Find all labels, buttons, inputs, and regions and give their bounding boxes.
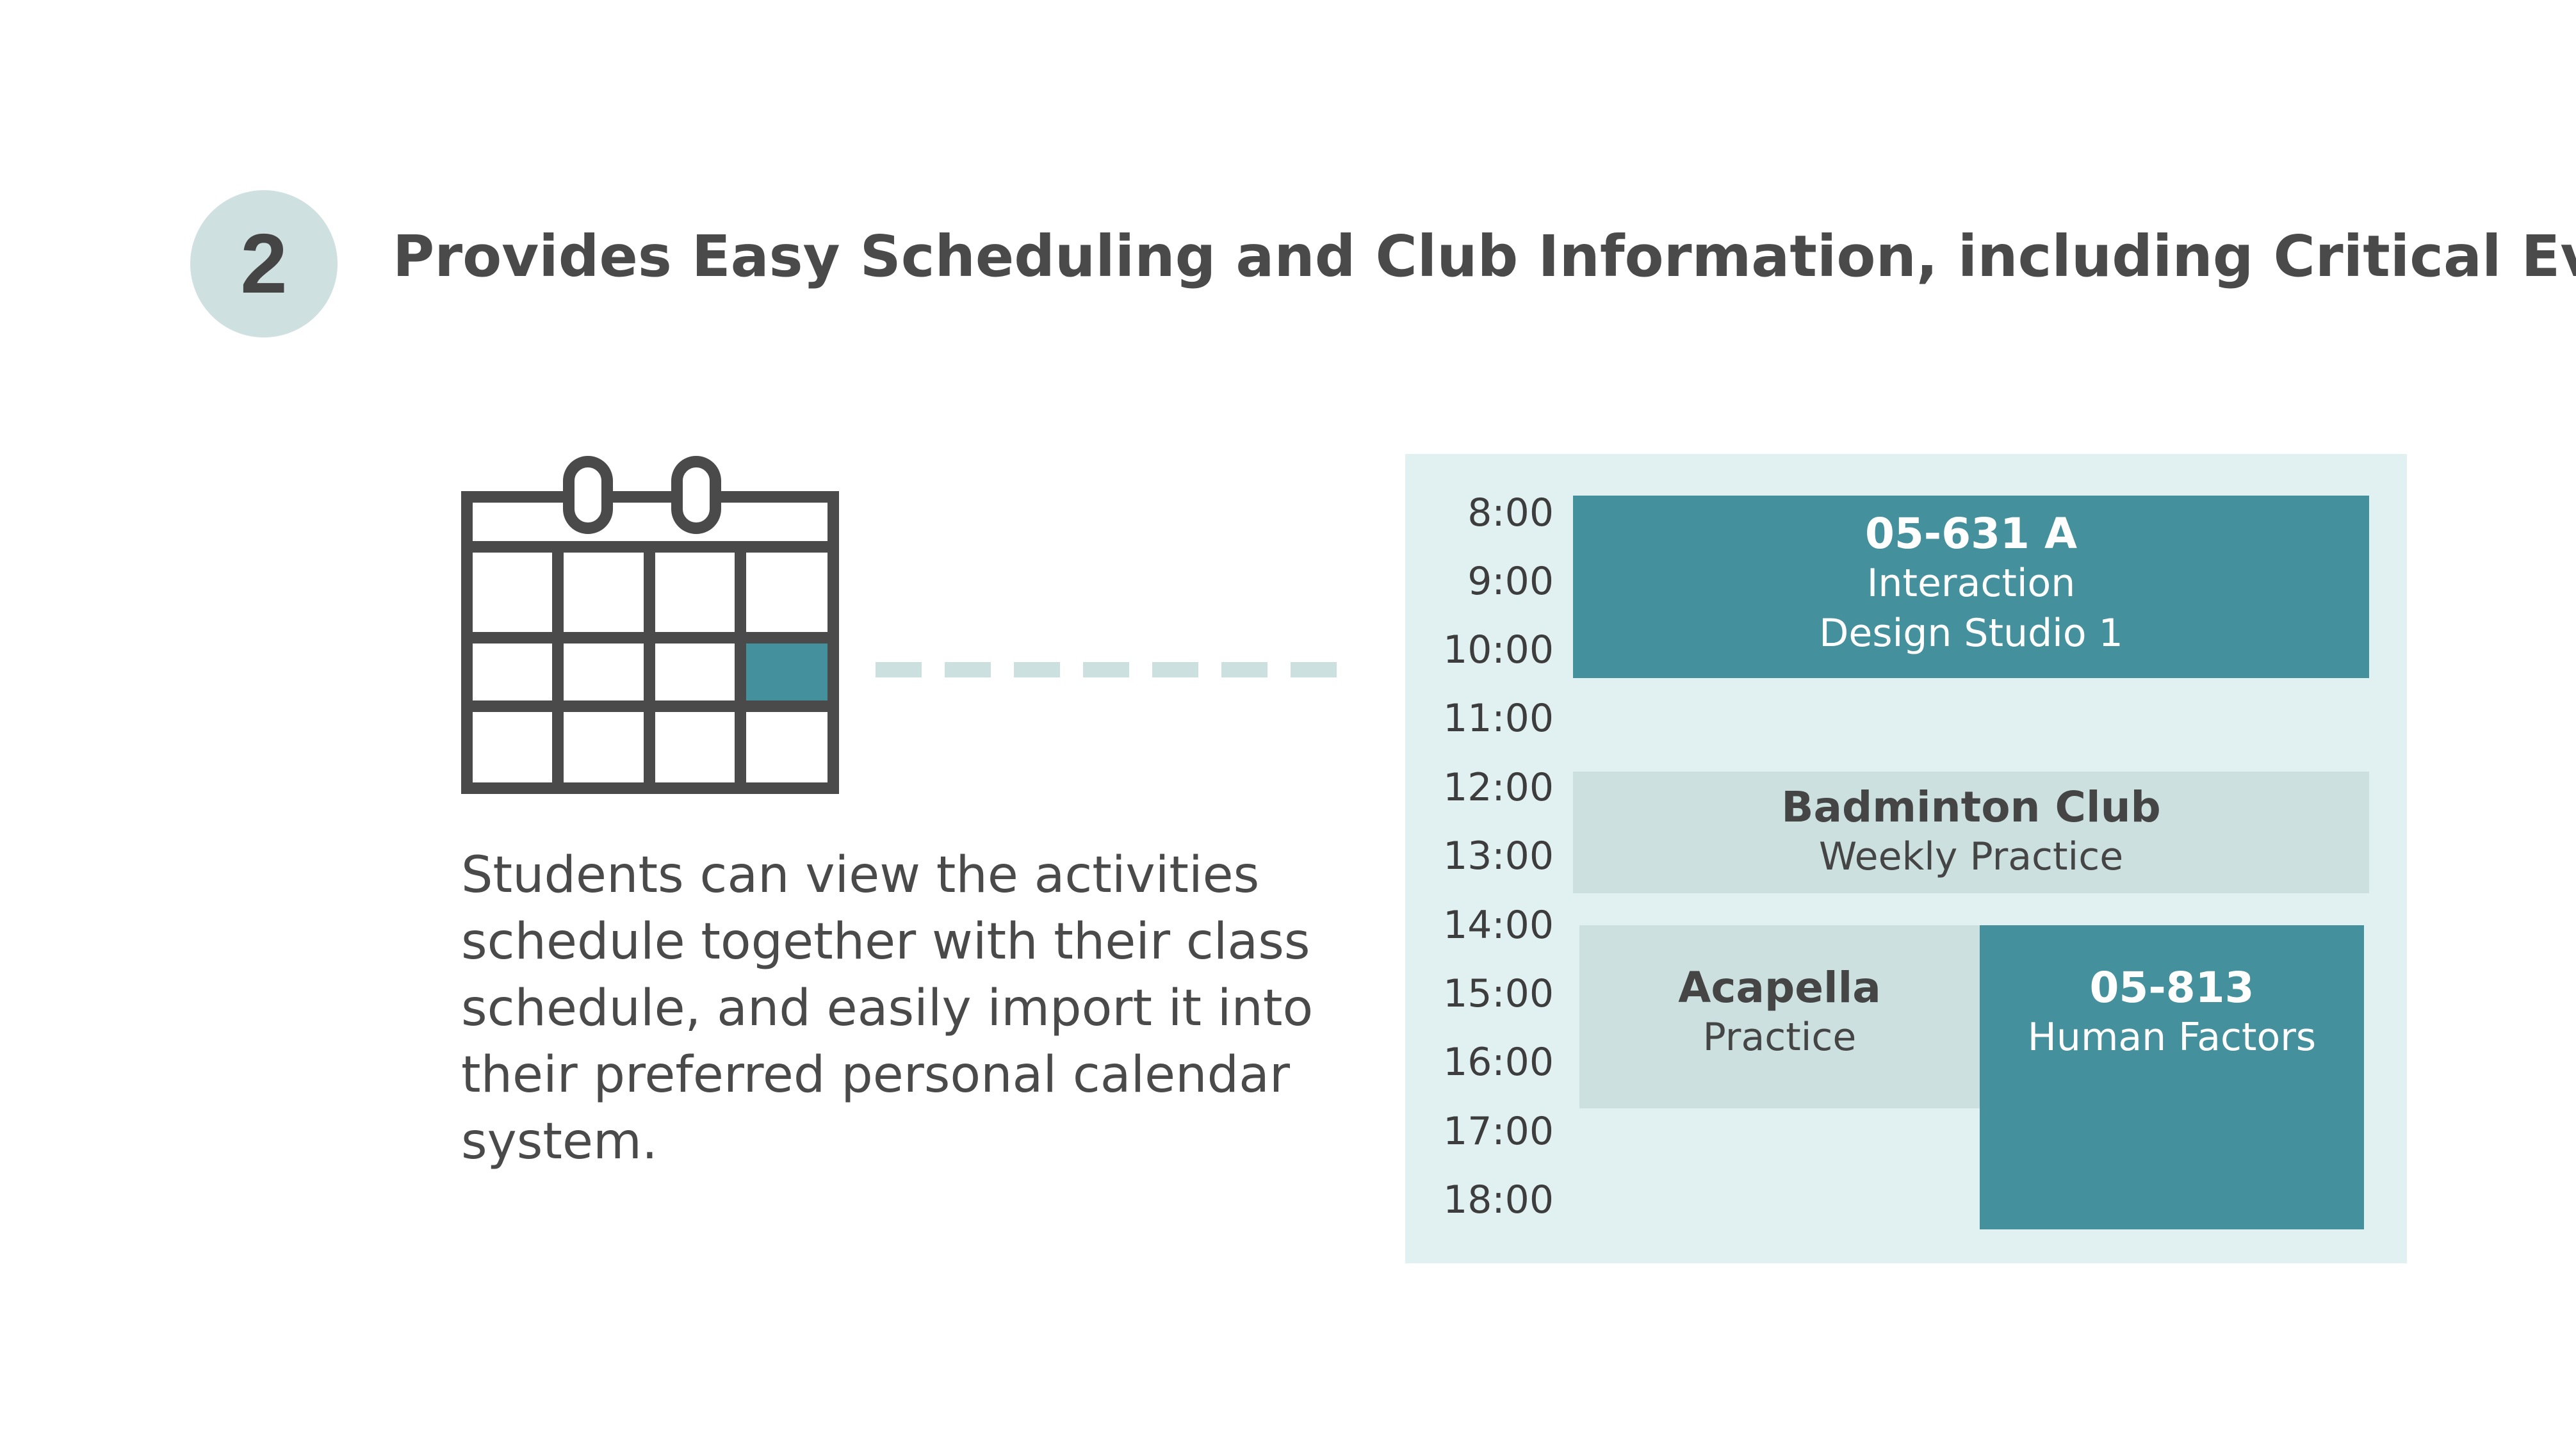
event-subtitle: Weekly Practice — [1818, 834, 2124, 879]
step-number: 2 — [240, 216, 288, 311]
event-title: 05-813 — [2089, 963, 2254, 1012]
event-title: Acapella — [1678, 963, 1881, 1012]
event-title: 05-631 A — [1864, 509, 2078, 558]
event-subtitle: Design Studio 1 — [1819, 610, 2123, 656]
dashed-connector — [876, 662, 1349, 677]
event-block[interactable]: 05-813 Human Factors — [1980, 925, 2364, 1229]
description-text: Students can view the activities schedul… — [461, 846, 1314, 1170]
calendar-icon — [461, 456, 839, 794]
time-label: 18:00 — [1443, 1178, 1554, 1222]
time-label: 12:00 — [1443, 765, 1554, 810]
time-label: 17:00 — [1443, 1109, 1554, 1154]
event-subtitle: Human Factors — [2027, 1014, 2317, 1060]
time-label: 14:00 — [1443, 903, 1554, 948]
time-label: 15:00 — [1443, 971, 1554, 1016]
time-label: 9:00 — [1467, 559, 1554, 604]
event-title: Badminton Club — [1781, 782, 2161, 832]
event-block[interactable]: 05-631 A Interaction Design Studio 1 — [1573, 496, 2369, 678]
step-number-badge: 2 — [190, 190, 338, 337]
event-block[interactable]: Badminton Club Weekly Practice — [1573, 772, 2369, 893]
event-subtitle: Interaction — [1866, 560, 2076, 606]
time-label: 13:00 — [1443, 834, 1554, 878]
time-label: 11:00 — [1443, 696, 1554, 741]
event-block[interactable]: Acapella Practice — [1579, 925, 1980, 1108]
time-label: 16:00 — [1443, 1040, 1554, 1085]
time-label: 10:00 — [1443, 627, 1554, 672]
headline: Provides Easy Scheduling and Club Inform… — [393, 223, 2576, 289]
event-subtitle: Practice — [1702, 1014, 1857, 1060]
time-label: 8:00 — [1467, 490, 1554, 535]
